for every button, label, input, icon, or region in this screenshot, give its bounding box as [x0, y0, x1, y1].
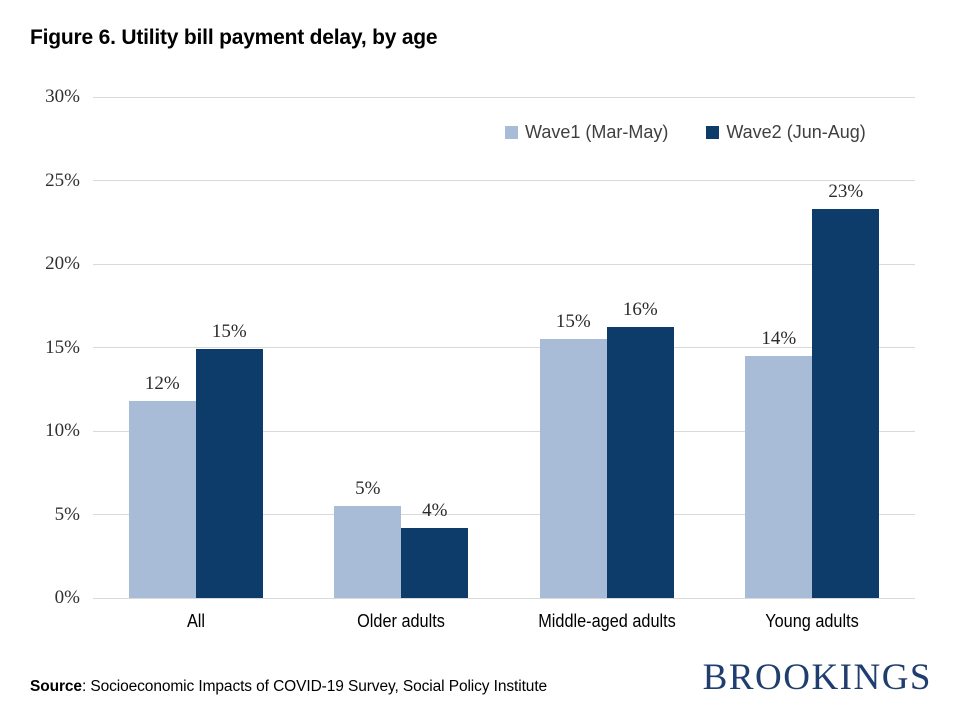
gridline — [93, 514, 915, 515]
legend-label: Wave1 (Mar-May) — [525, 122, 669, 142]
source-text: : Socioeconomic Impacts of COVID-19 Surv… — [81, 678, 548, 695]
legend-swatch-icon — [505, 126, 518, 139]
bar-wave2-2 — [606, 327, 674, 598]
y-tick-label: 15% — [45, 336, 80, 358]
chart-legend: Wave1 (Mar-May) Wave2 (Jun-Aug) — [505, 122, 866, 143]
bar-value-label: 5% — [355, 478, 381, 500]
chart-title: Figure 6. Utility bill payment delay, by… — [30, 26, 438, 49]
gridline — [93, 180, 915, 181]
bar-value-label: 23% — [828, 180, 864, 202]
legend-item: Wave1 (Mar-May) — [505, 122, 668, 143]
y-tick-label: 20% — [45, 253, 80, 274]
bar-wave1-1 — [334, 506, 402, 598]
legend-label: Wave2 (Jun-Aug) — [726, 122, 866, 142]
legend-item: Wave2 (Jun-Aug) — [706, 122, 866, 143]
bar-wave2-1 — [401, 527, 469, 598]
y-tick-label: 25% — [45, 169, 80, 191]
gridline — [93, 347, 915, 348]
x-category-label: Young adults — [765, 610, 860, 631]
bar-wave1-3 — [745, 355, 813, 598]
gridline — [93, 263, 915, 265]
y-tick-label: 30% — [45, 86, 80, 107]
gridline — [93, 96, 915, 98]
gridline — [93, 597, 915, 599]
y-tick-label: 10% — [45, 420, 80, 441]
legend-swatch-icon — [706, 126, 720, 139]
x-category-label: All — [186, 610, 205, 631]
source-label: Source — [30, 678, 82, 695]
bar-value-label: 14% — [761, 327, 797, 349]
bar-wave2-0 — [195, 349, 263, 598]
bar-value-label: 15% — [211, 321, 247, 343]
bar-value-label: 15% — [555, 311, 591, 333]
bar-value-label: 4% — [422, 499, 448, 521]
bar-wave1-0 — [128, 400, 196, 598]
y-tick-label: 0% — [54, 587, 80, 608]
plot-area: 12% 15% 5% 4% 15% 16% 14% 23% — [93, 96, 915, 599]
bar-wave2-3 — [812, 208, 880, 598]
source-note: Source: Socioeconomic Impacts of COVID-1… — [30, 678, 547, 696]
bar-value-label: 12% — [144, 372, 180, 394]
gridline — [93, 430, 915, 432]
x-category-label: Older adults — [357, 610, 446, 631]
x-category-label: Middle-aged adults — [537, 610, 676, 631]
brookings-logo: BROOKINGS — [702, 657, 932, 698]
bar-value-label: 16% — [622, 299, 658, 321]
bar-wave1-2 — [539, 339, 607, 598]
y-tick-label: 5% — [54, 503, 80, 525]
